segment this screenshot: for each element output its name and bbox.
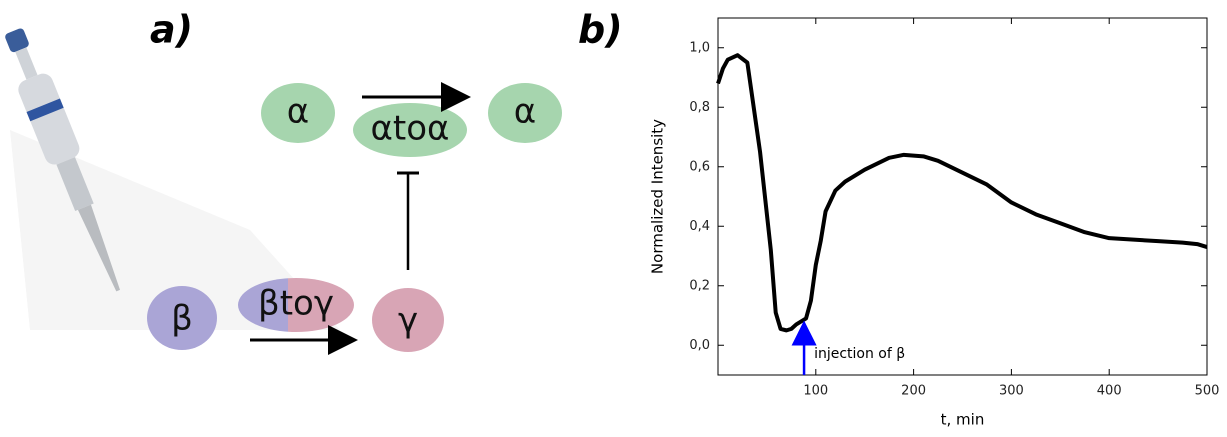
y-tick-label: 0,0 [689, 338, 710, 353]
node-label: αtoα [371, 109, 450, 149]
panel-label: b) [578, 8, 623, 52]
node-shape [488, 83, 562, 143]
node-label: γ [398, 301, 418, 341]
y-tick-label: 1,0 [689, 40, 710, 55]
y-axis-label: Normalized Intensity [649, 119, 667, 274]
node-shape [238, 278, 288, 332]
pipette [5, 28, 340, 330]
node-shape [353, 103, 467, 157]
data-line [716, 53, 1208, 333]
annotation: injection of β [814, 346, 905, 362]
y-tick-label: 0,2 [689, 278, 710, 293]
node-label: α [287, 92, 309, 132]
node-shape [372, 288, 444, 352]
node-shape [147, 286, 217, 350]
node-label: β [171, 299, 193, 339]
node-label: βtoγ [258, 284, 334, 324]
y-tick-label: 0,6 [689, 159, 710, 174]
panel-label: a) [150, 8, 193, 52]
y-tick-label: 0,8 [689, 100, 710, 115]
node-label: α [514, 92, 536, 132]
y-tick-label: 0,4 [689, 219, 710, 234]
x-tick-label: 300 [999, 384, 1024, 399]
x-axis-label: t, min [941, 411, 985, 429]
x-tick-label: 200 [901, 384, 926, 399]
x-tick-label: 400 [1097, 384, 1122, 399]
plot-frame [717, 17, 1208, 376]
node-shape [261, 83, 335, 143]
diagram: α αtoα α β βtoγ γ [147, 82, 562, 355]
x-tick-label: 500 [1195, 384, 1220, 399]
node-shape [288, 278, 354, 332]
x-tick-label: 100 [803, 384, 828, 399]
